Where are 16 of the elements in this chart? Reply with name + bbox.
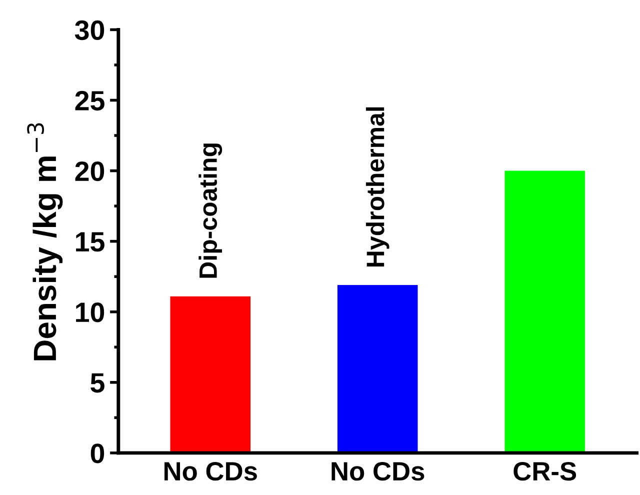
y-tick-label: 10 <box>76 302 104 322</box>
x-tick-label: No CDs <box>164 462 257 481</box>
y-axis-title: Density /kg m$^{−3}$ <box>27 123 63 360</box>
annotation: Dip-coating <box>198 144 222 278</box>
annotation: Hydrothermal <box>366 107 390 266</box>
y-tick-label: 15 <box>76 232 104 252</box>
bar <box>170 296 251 453</box>
x-tick-label: No CDs <box>332 462 424 481</box>
y-tick-label: 0 <box>90 444 104 464</box>
bar <box>337 285 418 453</box>
x-tick-label: CR-S <box>514 462 576 481</box>
y-tick-label: 30 <box>74 20 104 40</box>
y-tick-label: 5 <box>90 373 104 393</box>
bar <box>504 170 585 453</box>
y-tick-label: 25 <box>75 90 104 111</box>
y-tick-label: 20 <box>75 161 104 182</box>
